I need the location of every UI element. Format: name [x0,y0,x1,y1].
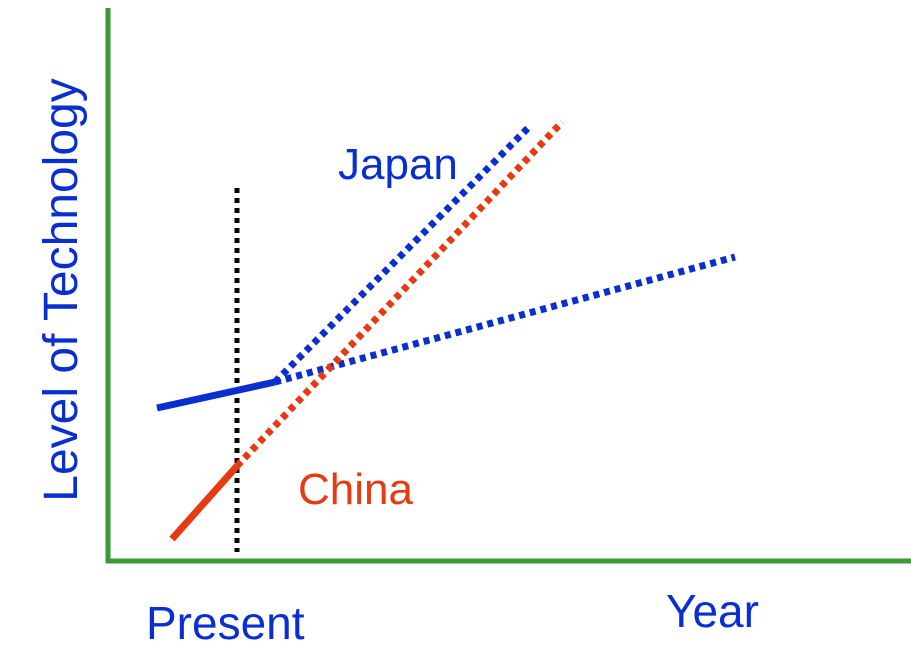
china-steep-projection [234,119,565,469]
japan-steep-projection [272,123,533,385]
x-axis-label: Year [666,585,759,637]
japan-past-line [156,378,276,412]
china-label: China [298,465,413,514]
japan-label: Japan [338,140,458,189]
japan-shallow-projection [274,253,736,386]
y-axis-label: Level of Technology [35,78,88,502]
present-label: Present [146,597,305,649]
china-past-line [169,463,240,542]
